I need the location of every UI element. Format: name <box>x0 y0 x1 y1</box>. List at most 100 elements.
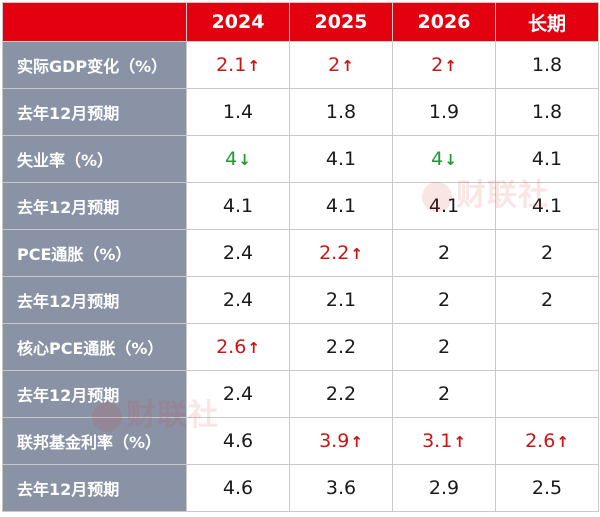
value-cell: 3.1↑ <box>392 417 496 465</box>
value-cell: 1.9 <box>392 88 496 136</box>
value-cell: 2 <box>392 370 496 418</box>
arrow-up-icon: ↑ <box>247 339 260 357</box>
cell-value: 2.5 <box>531 477 563 499</box>
value-cell: 4.6 <box>186 417 290 465</box>
value-cell: 4.1 <box>289 135 393 183</box>
table-row: 实际GDP变化（%） 2.1↑ 2↑ 2↑ 1.8 <box>2 41 599 89</box>
cell-value: 2.9 <box>428 477 460 499</box>
row-label: 实际GDP变化（%） <box>2 41 187 89</box>
column-header: 长期 <box>495 2 599 42</box>
value-cell: 4.1 <box>495 135 599 183</box>
cell-value: 1.8 <box>325 101 357 123</box>
cell-value: 2.4 <box>222 383 254 405</box>
cell-value: 4.1 <box>428 195 460 217</box>
column-header: 2024 <box>186 2 290 42</box>
cell-value: 4.1 <box>325 148 357 170</box>
cell-value: 1.8 <box>531 54 563 76</box>
row-label: 失业率（%） <box>2 135 187 183</box>
cell-value: 4.1 <box>222 195 254 217</box>
value-cell <box>495 370 599 418</box>
cell-value: 2.1 <box>216 54 247 76</box>
table-row: 联邦基金利率（%） 4.6 3.9↑ 3.1↑ 2.6↑ <box>2 417 599 465</box>
value-cell: 1.8 <box>495 41 599 89</box>
arrow-up-icon: ↑ <box>444 57 457 75</box>
value-cell: 4↓ <box>392 135 496 183</box>
cell-value: 4.1 <box>325 195 357 217</box>
value-cell: 2 <box>392 323 496 371</box>
table-row: 去年12月预期 2.4 2.2 2 <box>2 370 599 418</box>
value-cell: 1.8 <box>289 88 393 136</box>
arrow-up-icon: ↑ <box>556 433 569 451</box>
cell-value: 4.6 <box>222 477 254 499</box>
value-cell: 4.1 <box>289 182 393 230</box>
value-cell: 1.4 <box>186 88 290 136</box>
value-cell: 2 <box>392 229 496 277</box>
arrow-up-icon: ↑ <box>247 57 260 75</box>
value-cell: 1.8 <box>495 88 599 136</box>
value-cell: 2.6↑ <box>186 323 290 371</box>
row-label: 去年12月预期 <box>2 88 187 136</box>
row-label: 去年12月预期 <box>2 370 187 418</box>
column-header: 2025 <box>289 2 393 42</box>
table-body: 实际GDP变化（%） 2.1↑ 2↑ 2↑ 1.8 去年12月预期 1.4 1.8 1.9 1.8… <box>2 41 599 512</box>
value-cell: 4↓ <box>186 135 290 183</box>
row-label: 去年12月预期 <box>2 464 187 512</box>
cell-value: 2.6 <box>216 336 247 358</box>
cell-value: 2 <box>431 54 444 76</box>
value-cell: 2 <box>495 229 599 277</box>
value-cell: 2.1 <box>289 276 393 324</box>
value-cell: 2.4 <box>186 229 290 277</box>
table-row: 核心PCE通胀（%） 2.6↑ 2.2 2 <box>2 323 599 371</box>
cell-value: 2.2 <box>325 336 357 358</box>
value-cell: 3.6 <box>289 464 393 512</box>
value-cell: 2.2 <box>289 370 393 418</box>
cell-value: 2.2 <box>319 242 350 264</box>
table-row: 去年12月预期 4.1 4.1 4.1 4.1 <box>2 182 599 230</box>
arrow-up-icon: ↑ <box>350 245 363 263</box>
cell-value: 4.6 <box>222 430 254 452</box>
row-label: 去年12月预期 <box>2 276 187 324</box>
value-cell: 2 <box>392 276 496 324</box>
value-cell: 2.5 <box>495 464 599 512</box>
row-label: 去年12月预期 <box>2 182 187 230</box>
value-cell: 4.6 <box>186 464 290 512</box>
value-cell <box>495 323 599 371</box>
cell-value: 1.8 <box>531 101 563 123</box>
cell-value: 2 <box>540 289 554 311</box>
cell-value: 4.1 <box>531 148 563 170</box>
arrow-down-icon: ↓ <box>444 151 457 169</box>
cell-value: 2.4 <box>222 289 254 311</box>
row-label: 联邦基金利率（%） <box>2 417 187 465</box>
cell-value: 3.1 <box>422 430 453 452</box>
cell-value: 2 <box>437 242 451 264</box>
value-cell: 2.2↑ <box>289 229 393 277</box>
value-cell: 2↑ <box>392 41 496 89</box>
value-cell: 4.1 <box>495 182 599 230</box>
cell-value: 2 <box>437 289 451 311</box>
cell-value: 3.6 <box>325 477 357 499</box>
table-row: 失业率（%） 4↓ 4.1 4↓ 4.1 <box>2 135 599 183</box>
cell-value: 1.4 <box>222 101 254 123</box>
cell-value: 2.1 <box>325 289 357 311</box>
value-cell: 2↑ <box>289 41 393 89</box>
arrow-up-icon: ↑ <box>453 433 466 451</box>
row-label: 核心PCE通胀（%） <box>2 323 187 371</box>
cell-value: 1.9 <box>428 101 460 123</box>
value-cell: 2.6↑ <box>495 417 599 465</box>
header-row: 2024 2025 2026 长期 <box>2 2 599 42</box>
table-row: 去年12月预期 1.4 1.8 1.9 1.8 <box>2 88 599 136</box>
value-cell: 3.9↑ <box>289 417 393 465</box>
arrow-down-icon: ↓ <box>238 151 251 169</box>
value-cell: 4.1 <box>186 182 290 230</box>
cell-value: 4 <box>225 148 238 170</box>
value-cell: 2.4 <box>186 370 290 418</box>
cell-value: 2.2 <box>325 383 357 405</box>
cell-value: 2.4 <box>222 242 254 264</box>
table-row: 去年12月预期 4.6 3.6 2.9 2.5 <box>2 464 599 512</box>
arrow-up-icon: ↑ <box>350 433 363 451</box>
cell-value: 4.1 <box>531 195 563 217</box>
value-cell: 2.4 <box>186 276 290 324</box>
value-cell: 2 <box>495 276 599 324</box>
